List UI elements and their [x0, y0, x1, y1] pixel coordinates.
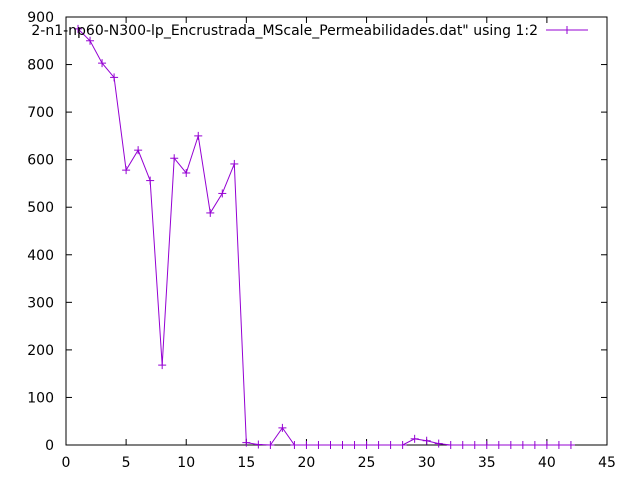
data-point	[494, 441, 503, 449]
plot-frame	[65, 16, 608, 446]
data-point	[182, 168, 191, 177]
y-tick-label: 0	[45, 438, 54, 454]
x-tick-label: 30	[418, 455, 436, 471]
data-point	[326, 441, 335, 449]
data-point	[146, 176, 155, 185]
legend: 2-n1-np60-N300-lp_Encrustrada_MScale_Per…	[31, 23, 588, 39]
series-layer	[74, 24, 575, 449]
data-point	[134, 146, 143, 155]
y-tick-label: 800	[27, 58, 54, 74]
data-point	[506, 441, 515, 449]
data-point	[302, 441, 311, 449]
y-tick-label: 300	[27, 295, 54, 311]
data-point	[218, 189, 227, 198]
data-point	[194, 131, 203, 140]
y-tick-label: 600	[27, 153, 54, 169]
x-tick-label: 20	[298, 455, 316, 471]
legend-label: 2-n1-np60-N300-lp_Encrustrada_MScale_Per…	[31, 23, 538, 39]
data-point	[458, 441, 467, 449]
x-tick-label: 5	[122, 455, 131, 471]
y-tick-label: 100	[27, 390, 54, 406]
data-point	[266, 441, 275, 449]
data-point	[554, 441, 563, 449]
data-point	[158, 361, 167, 370]
data-point	[278, 423, 287, 432]
data-point	[410, 434, 419, 443]
data-point	[254, 440, 263, 449]
data-point	[542, 441, 551, 449]
data-point	[434, 439, 443, 448]
data-point	[374, 441, 383, 449]
data-point	[350, 441, 359, 449]
data-point	[98, 59, 107, 68]
x-tick-label: 10	[177, 455, 195, 471]
data-point	[518, 441, 527, 449]
x-tick-label: 45	[598, 455, 616, 471]
x-tick-label: 0	[62, 455, 71, 471]
data-point	[386, 441, 395, 449]
x-tick-label: 35	[478, 455, 496, 471]
legend-marker	[563, 26, 571, 34]
data-point	[482, 441, 491, 449]
data-point	[86, 36, 95, 45]
data-point	[314, 441, 323, 449]
data-point	[206, 208, 215, 217]
data-point	[470, 441, 479, 449]
x-tick-label: 15	[237, 455, 255, 471]
axes: 0 5 10 15 20 25 30 35 40 45 0 100 200 300 400 500 600 700…	[27, 10, 616, 471]
data-point	[242, 438, 251, 447]
data-point	[122, 166, 131, 175]
data-point	[170, 154, 179, 163]
data-point	[230, 159, 239, 168]
data-point	[74, 24, 83, 33]
y-tick-label: 400	[27, 248, 54, 264]
data-point	[398, 441, 407, 449]
data-point	[290, 441, 299, 449]
data-point	[362, 441, 371, 449]
data-point	[338, 441, 347, 449]
data-point	[110, 73, 119, 82]
y-tick-label: 900	[27, 10, 54, 26]
x-tick-label: 25	[358, 455, 376, 471]
data-point	[422, 436, 431, 445]
data-point	[446, 441, 455, 449]
x-tick-label: 40	[538, 455, 556, 471]
y-tick-label: 700	[27, 105, 54, 121]
data-point	[566, 441, 575, 449]
y-tick-label: 200	[27, 343, 54, 359]
data-point	[530, 441, 539, 449]
y-tick-label: 500	[27, 200, 54, 216]
series-line	[77, 28, 571, 446]
